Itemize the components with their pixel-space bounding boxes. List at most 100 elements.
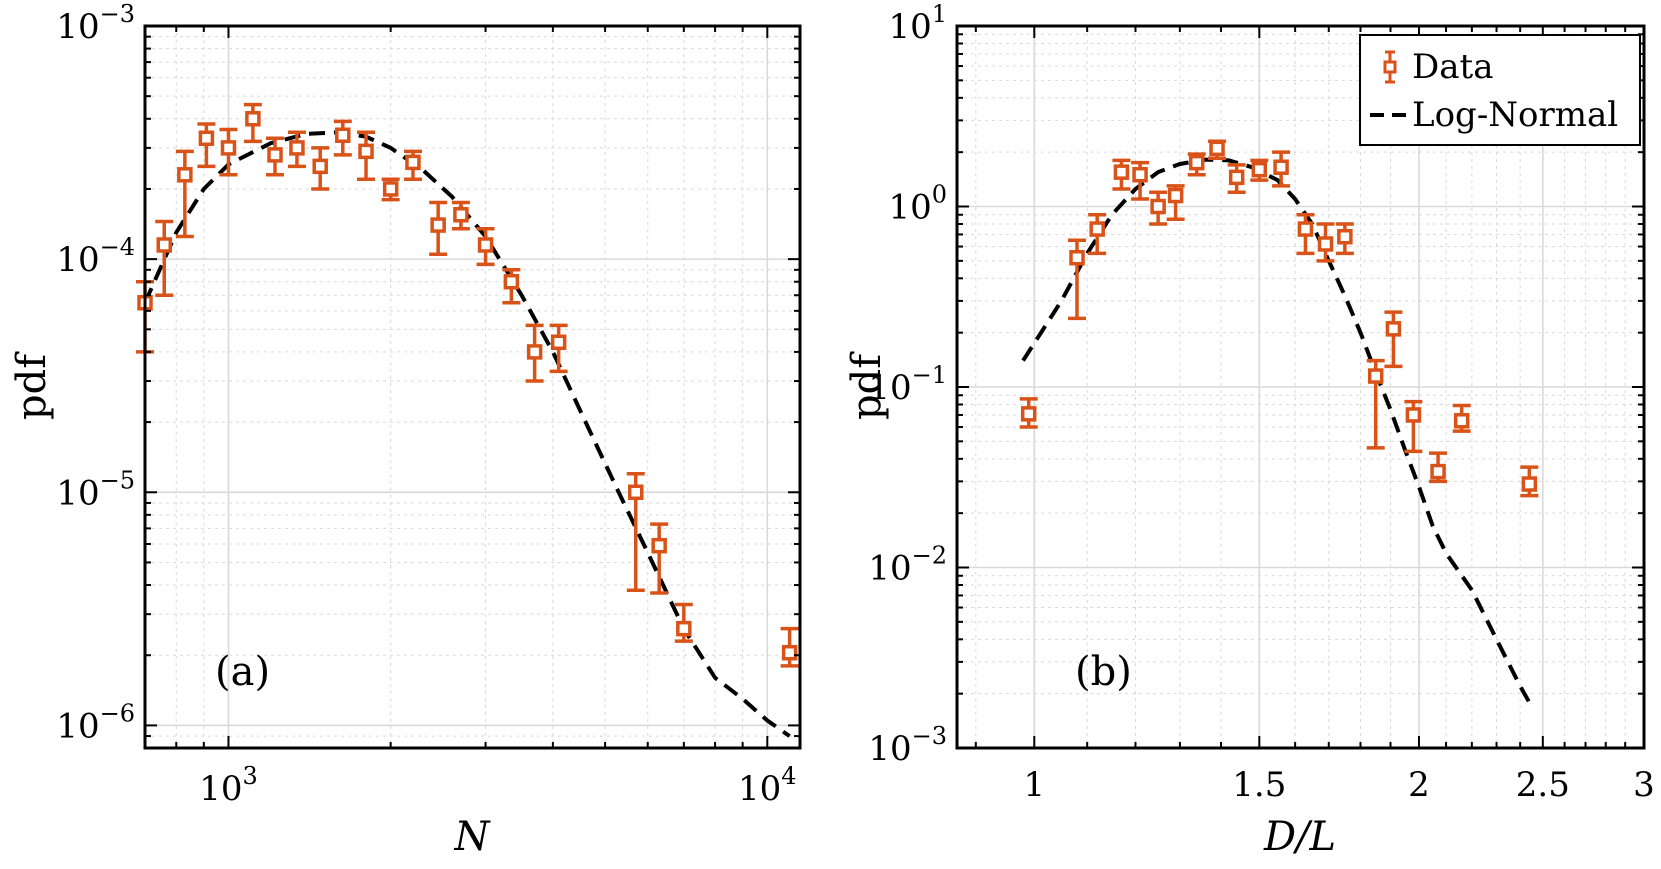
panel-b-data-point [1208,139,1227,161]
panel-b-data-point [1250,158,1269,182]
panel-b-data-marker [1089,221,1105,237]
panel-a-data-marker [220,140,237,156]
panel-a-data-marker [503,273,520,290]
panel-a-data-marker [245,111,261,127]
panel-a-data-point [476,227,495,267]
panel-b-data-marker [1385,321,1402,337]
panel-b-data-point [1316,222,1335,263]
panel-b-data-marker [1430,463,1446,480]
panel-a-data-point [626,472,645,592]
panel-b-label: (b) [1075,649,1132,695]
panel-a-data-point [265,136,284,177]
panel-a-gridlines [144,25,800,749]
panel-b-y-tick-label: 101 [888,0,947,47]
panel-b-x-tick-label: 2 [1408,765,1430,805]
panel-b-data-point [1068,238,1087,321]
panel-b-x-tick-label: 3 [1633,765,1655,805]
panel-a-x-tick-label: 103 [199,762,258,809]
panel-b-data-marker [1273,159,1289,175]
panel-b-data-point [1366,358,1385,450]
panel-b-data-marker [1453,413,1470,429]
panel-b-data-marker [1297,221,1314,237]
panel-b-data-point [1520,465,1539,498]
panel-b-data-point [1112,158,1131,191]
panel-a-label: (a) [215,649,270,695]
panel-a-tick-labels: 10−6 10−5 10−4 10−3 103 104 [56,0,796,809]
panel-b-y-tick-label: 10−2 [868,542,947,589]
legend-fit-label: Log-Normal [1412,95,1618,135]
panel-b-data-point [1187,152,1206,177]
panel-a-data-marker [156,237,172,253]
panel-a-data-marker [781,644,798,661]
panel-b-data-points [1019,139,1539,498]
panel-b-x-axis-title: D/L [1263,814,1336,860]
panel-a-y-tick-label: 10−3 [56,0,135,47]
panel-a-y-tick-label: 10−6 [56,699,135,746]
panel-b-data-marker [1113,164,1130,180]
panel-b-y-tick-label: 100 [888,181,947,228]
panel-a-data-point [502,268,521,305]
panel-b-data-marker [1405,407,1422,423]
panel-a-axes-frame [143,24,802,750]
panel-a-data-point [381,177,400,202]
panel-a-data-point [333,119,352,157]
panel-b-data-point [1227,163,1246,194]
panel-b-data-marker [1337,228,1353,245]
panel-a-data-marker [312,158,328,175]
panel-b-data-point [1429,451,1448,484]
panel-a-data-point [429,200,448,256]
panel-b: 10−3 10−2 10−1 100 101 1 1.5 2 2.5 3 (b) pdf D/L [844,0,1655,860]
panel-a-data-marker [358,143,374,160]
panel-b-data-point [1384,310,1403,369]
panel-b-y-axis-title: pdf [844,351,890,420]
panel-a-data-point [287,130,306,169]
panel-b-data-point [1452,403,1471,433]
panel-a-data-point [197,122,216,169]
panel-a-lognormal-fit [143,130,791,738]
panel-a-data-marker [628,484,644,501]
panel-a-ticks [144,25,800,749]
panel-b-y-tick-label: 10−1 [868,361,947,408]
panel-b-x-tick-label: 2.5 [1516,765,1570,805]
panel-b-data-point [1296,213,1315,256]
panel-b-tick-labels: 10−3 10−2 10−1 100 101 1 1.5 2 2.5 3 [868,0,1654,805]
panel-a-data-marker [289,140,305,156]
panel-a-data-marker [267,147,283,163]
panel-b-data-marker [1317,236,1334,252]
panel-a-data-marker [676,620,692,637]
panel-b-y-tick-label: 10−3 [868,722,947,769]
panel-a-data-marker [405,154,421,171]
panel-b-data-marker [1167,187,1184,204]
panel-b-data-marker [1150,198,1166,215]
panel-a-data-point [311,146,330,191]
panel-a-data-point [650,522,669,595]
panel-a-data-point [175,149,194,239]
panel-a-data-marker [198,130,215,147]
panel-a-data-marker [453,207,469,223]
panel-b-data-marker [1228,169,1245,186]
legend: Data Log-Normal [1359,34,1641,146]
panel-a-data-marker [382,181,399,197]
panel-a-data-point [780,626,799,668]
panel-b-data-point [1335,222,1354,256]
panel-a-y-tick-label: 10−4 [56,233,135,280]
legend-data-marker [1383,50,1397,84]
panel-b-x-tick-label: 1 [1023,765,1045,805]
panel-a-x-tick-label: 104 [738,762,797,809]
panel-b-data-marker [1521,476,1538,492]
panel-b-data-marker [1209,140,1225,157]
panel-a-data-point [674,602,693,643]
panel-b-fit-line [1021,157,1534,708]
panel-a-data-marker [177,167,193,183]
panel-b-data-marker [1251,161,1268,178]
panel-b-lognormal-fit [1021,157,1534,708]
panel-b-data-point [1404,399,1423,454]
panel-b-data-point [1131,160,1150,201]
panel-a-data-marker [430,217,446,233]
panel-b-data-point [1166,184,1185,221]
panel-b-data-marker [1020,406,1037,422]
panel-a-data-marker [335,127,351,143]
panel-a: 10−6 10−5 10−4 10−3 103 104 (a) pdf N [9,0,802,860]
panel-a-data-point [451,200,470,231]
